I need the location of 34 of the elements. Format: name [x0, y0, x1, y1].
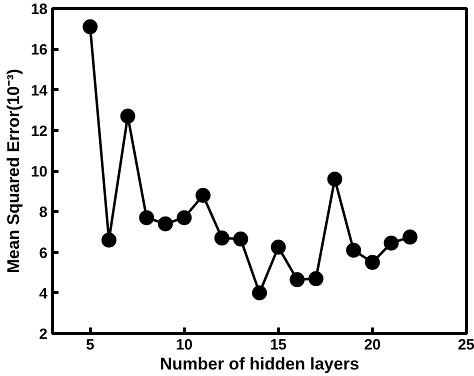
y-tick-label: 10	[30, 164, 48, 180]
point	[290, 272, 305, 288]
point	[308, 271, 324, 286]
point	[233, 232, 248, 247]
x-tick-label: 20	[364, 336, 381, 354]
y-axis-title: Mean Squared Error(10⁻³)	[4, 68, 23, 274]
point	[176, 210, 192, 226]
y-tick-label: 18	[30, 1, 48, 18]
x-tick-label: 15	[270, 336, 287, 354]
point	[402, 230, 418, 244]
point	[384, 236, 399, 251]
y-tick-label: 12	[30, 122, 48, 140]
point	[158, 216, 173, 232]
point	[270, 240, 286, 255]
point	[252, 285, 267, 300]
point	[364, 254, 380, 270]
point	[82, 19, 98, 34]
y-tick-label: 2	[39, 326, 48, 343]
x-tick-label: 5	[86, 336, 94, 354]
point	[214, 230, 230, 246]
x-tick-label: 10	[176, 336, 193, 354]
y-tick-label: 16	[30, 42, 48, 59]
x-axis-title: Number of hidden layers	[160, 354, 360, 374]
y-tick-label: 8	[39, 204, 48, 222]
point	[327, 172, 342, 187]
point	[120, 108, 136, 124]
point	[346, 242, 362, 258]
y-tick-label: 14	[30, 82, 48, 100]
y-tick-label: 4	[39, 285, 48, 302]
point	[101, 232, 116, 248]
point	[196, 188, 211, 203]
point	[139, 210, 154, 226]
x-tick-label: 25	[458, 336, 474, 354]
y-tick-label: 6	[39, 244, 48, 262]
